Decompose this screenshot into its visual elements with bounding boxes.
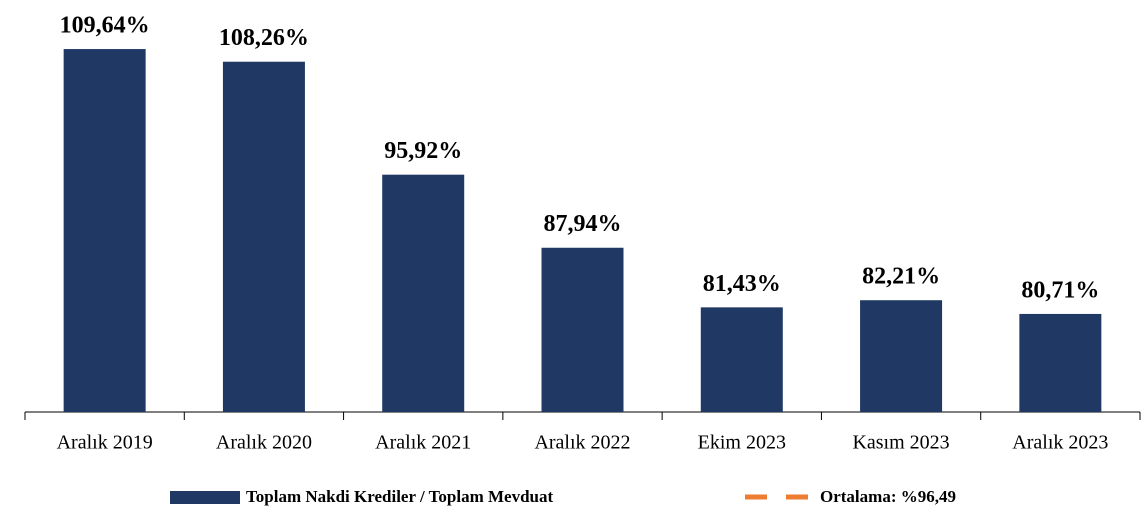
x-tick-label: Aralık 2019 xyxy=(57,432,153,454)
bar xyxy=(860,300,943,412)
x-tick-label: Aralık 2020 xyxy=(216,432,312,454)
value-label: 81,43% xyxy=(703,271,781,297)
bar xyxy=(63,49,146,412)
legend-label: Toplam Nakdi Krediler / Toplam Mevduat xyxy=(246,487,554,506)
value-label: 80,71% xyxy=(1021,277,1099,303)
value-label: 108,26% xyxy=(219,25,309,51)
x-tick-label: Kasım 2023 xyxy=(852,432,949,454)
value-label: 87,94% xyxy=(544,211,622,237)
legend-swatch xyxy=(170,491,240,504)
bar xyxy=(700,307,783,412)
x-tick-label: Aralık 2023 xyxy=(1012,432,1108,454)
legend-label: Ortalama: %96,49 xyxy=(820,487,956,506)
x-tick-label: Ekim 2023 xyxy=(698,432,786,454)
bar xyxy=(1019,313,1102,412)
bar xyxy=(382,174,465,412)
value-label: 95,92% xyxy=(384,138,462,164)
bar xyxy=(222,61,305,413)
x-tick-label: Aralık 2022 xyxy=(534,432,630,454)
bar xyxy=(541,247,624,412)
value-label: 82,21% xyxy=(862,264,940,290)
value-label: 109,64% xyxy=(60,13,150,39)
x-tick-label: Aralık 2021 xyxy=(375,432,471,454)
